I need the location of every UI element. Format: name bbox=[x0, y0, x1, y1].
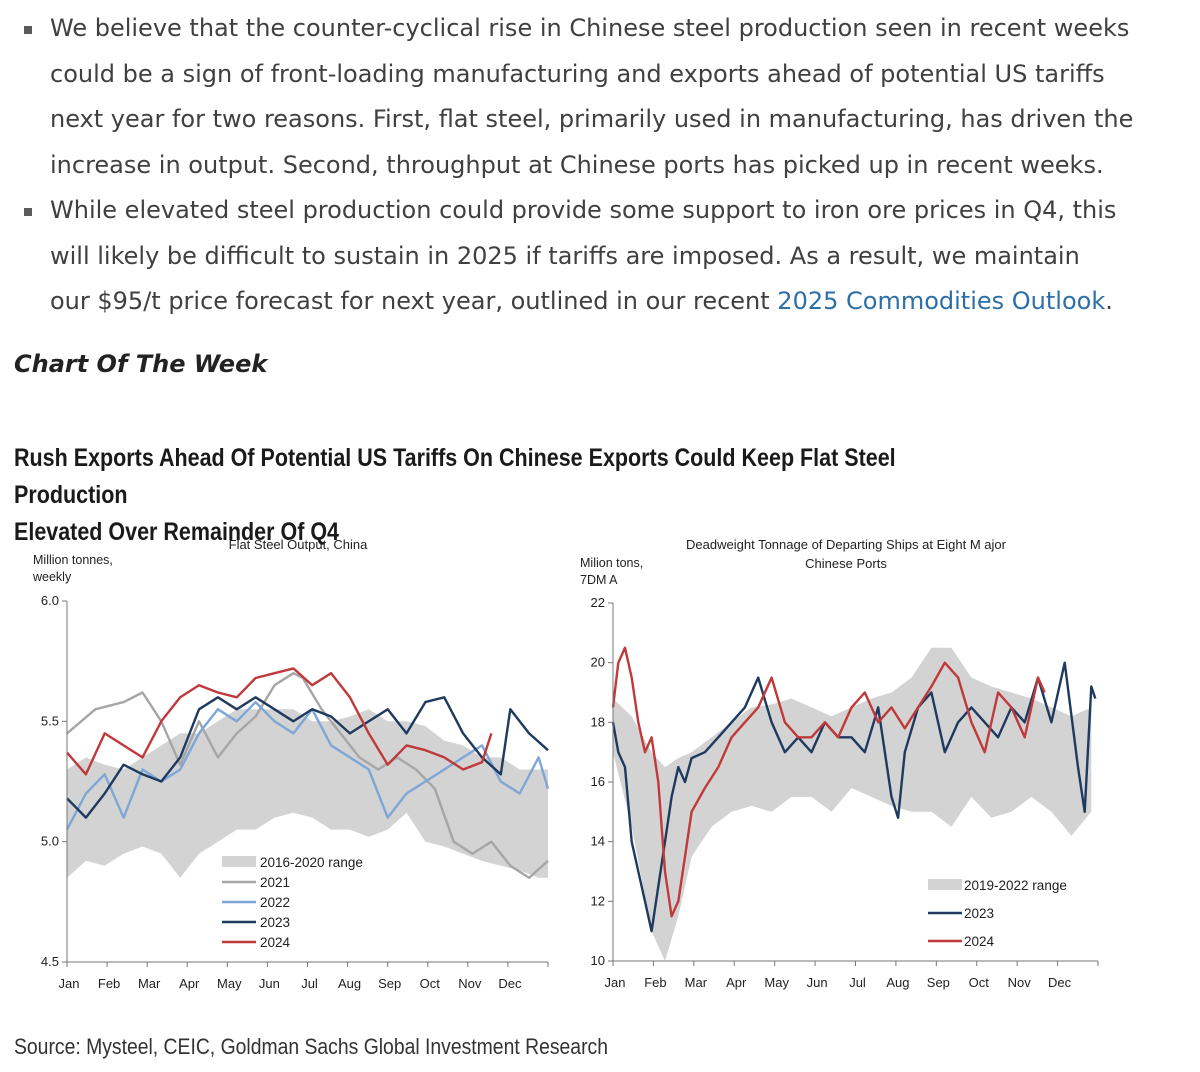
chart-title-line: Deadweight Tonnage of Departing Ships at… bbox=[686, 537, 1007, 552]
bullet-line: our $95/t price forecast for next year, … bbox=[50, 287, 778, 315]
x-tick-label: Aug bbox=[338, 976, 361, 991]
y-tick-label: 14 bbox=[591, 834, 605, 849]
outlook-link[interactable]: 2025 Commodities Outlook bbox=[777, 287, 1106, 315]
series-line-2024 bbox=[611, 646, 1046, 918]
x-tick-label: Apr bbox=[179, 976, 200, 991]
figure-title-line: Elevated Over Remainder Of Q4 bbox=[14, 518, 340, 546]
bullet-line: increase in output. Second, throughput a… bbox=[50, 150, 1104, 179]
bullet-line-suffix: . bbox=[1105, 287, 1113, 315]
x-tick-label: Jul bbox=[849, 975, 866, 990]
bullet-square-icon bbox=[24, 26, 32, 34]
y-tick-label: 5.5 bbox=[41, 713, 59, 728]
x-tick-label: Oct bbox=[420, 976, 441, 991]
x-tick-label: Apr bbox=[726, 975, 747, 990]
legend-label: 2024 bbox=[260, 935, 291, 950]
legend-label: 2016-2020 range bbox=[260, 855, 363, 870]
x-tick-label: Jun bbox=[259, 976, 280, 991]
x-tick-label: Jan bbox=[59, 976, 80, 991]
bullet-square-icon bbox=[24, 208, 32, 216]
y-tick-label: 18 bbox=[591, 714, 605, 729]
range-band bbox=[613, 647, 1092, 961]
x-tick-label: Nov bbox=[1008, 975, 1032, 990]
chart-title-line: Chinese Ports bbox=[805, 556, 887, 571]
y-tick-label: 22 bbox=[591, 595, 605, 610]
x-tick-label: Mar bbox=[138, 976, 161, 991]
legend-swatch bbox=[928, 879, 962, 890]
y-tick-label: 4.5 bbox=[41, 954, 59, 969]
x-tick-label: Dec bbox=[1048, 975, 1072, 990]
bullet-line: could be a sign of front-loading manufac… bbox=[50, 59, 1105, 88]
bullet-line: While elevated steel production could pr… bbox=[50, 196, 1117, 224]
x-tick-label: Aug bbox=[886, 975, 909, 990]
bullet-line: We believe that the counter-cyclical ris… bbox=[50, 14, 1130, 42]
x-tick-label: Dec bbox=[498, 976, 522, 991]
legend-swatch bbox=[222, 856, 256, 867]
port-tonnage-chart: Deadweight Tonnage of Departing Ships at… bbox=[580, 537, 1099, 990]
x-tick-label: Oct bbox=[969, 975, 990, 990]
y-tick-label: 16 bbox=[591, 774, 605, 789]
series-line-2021 bbox=[66, 671, 549, 879]
figure-title-line: Rush Exports Ahead Of Potential US Tarif… bbox=[14, 444, 896, 509]
x-tick-label: May bbox=[764, 975, 789, 990]
x-tick-label: Mar bbox=[685, 975, 708, 990]
bullet-line: will likely be difficult to sustain in 2… bbox=[50, 241, 1080, 270]
legend-label: 2022 bbox=[260, 895, 290, 910]
steel-output-chart: Flat Steel Output, China Million tonnes, w… bbox=[32, 537, 550, 991]
bullet-item: While elevated steel production could pr… bbox=[14, 188, 1194, 325]
section-heading: Chart Of The Week bbox=[14, 350, 268, 378]
y-tick-label: 10 bbox=[591, 953, 605, 968]
x-tick-label: Feb bbox=[98, 976, 120, 991]
chart-figure: Flat Steel Output, China Million tonnes, w… bbox=[32, 537, 1099, 991]
legend-label: 2023 bbox=[260, 915, 290, 930]
y-axis-label: 7DM A bbox=[580, 573, 618, 587]
y-axis-label: Million tonnes, bbox=[33, 553, 113, 567]
figure-title: Rush Exports Ahead Of Potential US Tarif… bbox=[14, 440, 1003, 551]
x-tick-label: Jan bbox=[605, 975, 626, 990]
x-tick-label: Sep bbox=[378, 976, 401, 991]
y-axis-label: Milion tons, bbox=[580, 556, 643, 570]
legend-label: 2019-2022 range bbox=[964, 878, 1067, 893]
x-tick-label: Nov bbox=[458, 976, 482, 991]
legend-label: 2023 bbox=[964, 906, 994, 921]
source-note: Source: Mysteel, CEIC, Goldman Sachs Glo… bbox=[14, 1034, 608, 1059]
bullet-list: We believe that the counter-cyclical ris… bbox=[14, 6, 1194, 325]
y-tick-label: 20 bbox=[591, 655, 605, 670]
legend-label: 2024 bbox=[964, 934, 995, 949]
x-tick-label: Jun bbox=[807, 975, 828, 990]
series-line-2024 bbox=[66, 667, 493, 776]
x-tick-label: Jul bbox=[301, 976, 318, 991]
legend-label: 2021 bbox=[260, 875, 290, 890]
y-tick-label: 12 bbox=[591, 893, 605, 908]
x-tick-label: Sep bbox=[927, 975, 950, 990]
y-tick-label: 5.0 bbox=[41, 834, 59, 849]
x-tick-label: Feb bbox=[644, 975, 666, 990]
y-axis-label: weekly bbox=[32, 570, 72, 584]
chart-title: Flat Steel Output, China bbox=[229, 537, 369, 552]
y-tick-label: 6.0 bbox=[41, 593, 59, 608]
bullet-line: next year for two reasons. First, flat s… bbox=[50, 105, 1134, 133]
series-line-2023 bbox=[66, 696, 549, 819]
x-tick-label: May bbox=[217, 976, 242, 991]
bullet-item: We believe that the counter-cyclical ris… bbox=[14, 6, 1194, 188]
